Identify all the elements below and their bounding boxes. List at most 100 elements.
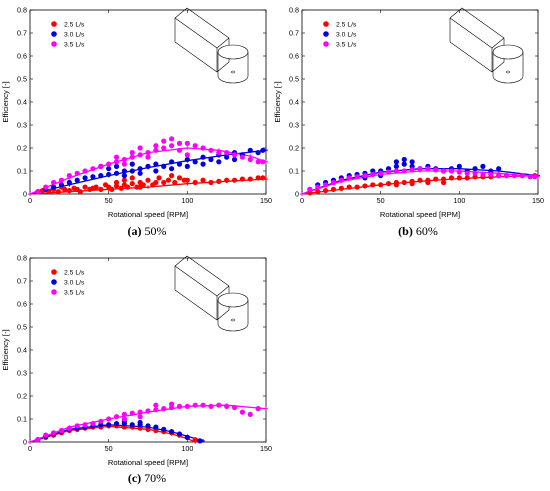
x-axis-label: Rotational speed [RPM] — [108, 458, 188, 467]
data-point — [156, 175, 162, 181]
data-point — [98, 418, 104, 424]
data-point — [247, 147, 253, 153]
data-point — [255, 150, 261, 156]
data-point — [113, 159, 120, 165]
legend-label: 2.5 L/s — [64, 21, 85, 28]
x-tick-label: 50 — [377, 196, 385, 205]
legend-label: 2.5 L/s — [336, 21, 357, 28]
data-point — [480, 163, 486, 169]
data-point — [66, 187, 72, 194]
data-point — [121, 161, 127, 167]
data-point — [169, 401, 175, 407]
legend-marker — [51, 41, 57, 47]
data-point — [260, 147, 266, 153]
y-tick-label: 0.7 — [17, 277, 27, 286]
y-tick-label: 0.7 — [17, 29, 27, 38]
data-point — [192, 437, 198, 443]
data-point — [129, 181, 135, 187]
data-point — [216, 402, 222, 408]
data-point — [346, 175, 352, 181]
y-tick-label: 0.8 — [17, 254, 27, 263]
data-point — [176, 403, 183, 409]
data-point — [401, 168, 407, 174]
y-tick-label: 0 — [23, 190, 27, 199]
y-tick-label: 0.4 — [17, 346, 27, 355]
legend: 2.5 L/s 3.0 L/s 3.5 L/s — [323, 21, 357, 48]
data-point — [176, 175, 183, 181]
legend-marker — [323, 41, 329, 47]
data-point — [145, 154, 151, 160]
data-point — [224, 154, 230, 160]
data-point — [113, 179, 120, 186]
data-point — [137, 419, 143, 426]
data-point — [184, 403, 190, 409]
data-point — [51, 179, 57, 186]
data-point — [129, 161, 135, 167]
x-axis-label: Rotational speed [RPM] — [380, 210, 460, 219]
data-point — [137, 409, 143, 415]
data-point — [323, 187, 329, 194]
x-tick-label: 0 — [28, 444, 32, 453]
data-point — [153, 147, 159, 153]
data-point — [216, 178, 222, 184]
y-axis: 0 0.1 0.2 0.3 0.4 0.5 0.6 0.7 0.8 — [289, 6, 538, 199]
data-point — [330, 186, 337, 192]
x-axis: 0 50 100 150 — [28, 10, 272, 205]
data-point — [184, 152, 190, 158]
data-point — [43, 432, 49, 438]
data-point — [401, 161, 407, 167]
data-point — [192, 179, 198, 186]
data-point — [247, 156, 253, 163]
data-point — [231, 156, 238, 163]
y-tick-label: 0 — [23, 438, 27, 447]
data-point — [137, 152, 143, 158]
data-point — [137, 145, 143, 151]
data-point — [106, 422, 112, 428]
data-point — [433, 176, 439, 182]
data-point — [456, 175, 462, 181]
legend-label: 3.0 L/s — [336, 31, 357, 38]
y-tick-label: 0.6 — [17, 52, 27, 61]
data-point — [200, 177, 206, 183]
data-point — [307, 186, 313, 192]
y-tick-label: 0.1 — [289, 167, 299, 176]
data-point — [74, 170, 80, 176]
y-tick-label: 0 — [295, 190, 299, 199]
legend-label: 3.0 L/s — [64, 31, 85, 38]
y-tick-label: 0.3 — [17, 121, 27, 130]
data-point — [145, 408, 151, 414]
data-point — [98, 186, 104, 192]
y-tick-label: 0.7 — [289, 29, 299, 38]
data-point — [247, 176, 253, 182]
data-point — [385, 181, 392, 187]
data-point — [370, 171, 376, 178]
data-point — [401, 156, 407, 163]
data-point — [441, 179, 447, 186]
y-axis-label: Efficiency [-] — [1, 329, 10, 370]
y-tick-label: 0.6 — [289, 52, 299, 61]
data-point — [247, 411, 253, 417]
y-tick-label: 0.2 — [289, 144, 299, 153]
data-point — [362, 183, 368, 189]
data-point — [239, 154, 245, 160]
data-point — [66, 173, 72, 179]
data-point — [496, 166, 502, 172]
data-point — [417, 177, 423, 183]
data-point — [503, 173, 510, 179]
chart-panel-b: 0 0.1 0.2 0.3 0.4 0.5 0.6 0.7 0.8 0 50 100 150 2.5 … — [273, 6, 544, 220]
legend-marker — [51, 279, 57, 285]
geometry-inset-icon — [174, 7, 249, 84]
data-point — [113, 170, 120, 176]
data-point — [90, 166, 96, 172]
data-point — [417, 166, 423, 172]
x-tick-label: 0 — [300, 196, 304, 205]
data-point — [169, 143, 175, 149]
y-tick-label: 0.4 — [17, 98, 27, 107]
data-point — [113, 163, 120, 169]
data-point — [145, 423, 151, 429]
data-point — [74, 177, 80, 183]
data-point — [224, 177, 230, 183]
data-point — [255, 159, 261, 165]
data-points — [307, 156, 538, 196]
y-tick-label: 0.3 — [289, 121, 299, 130]
